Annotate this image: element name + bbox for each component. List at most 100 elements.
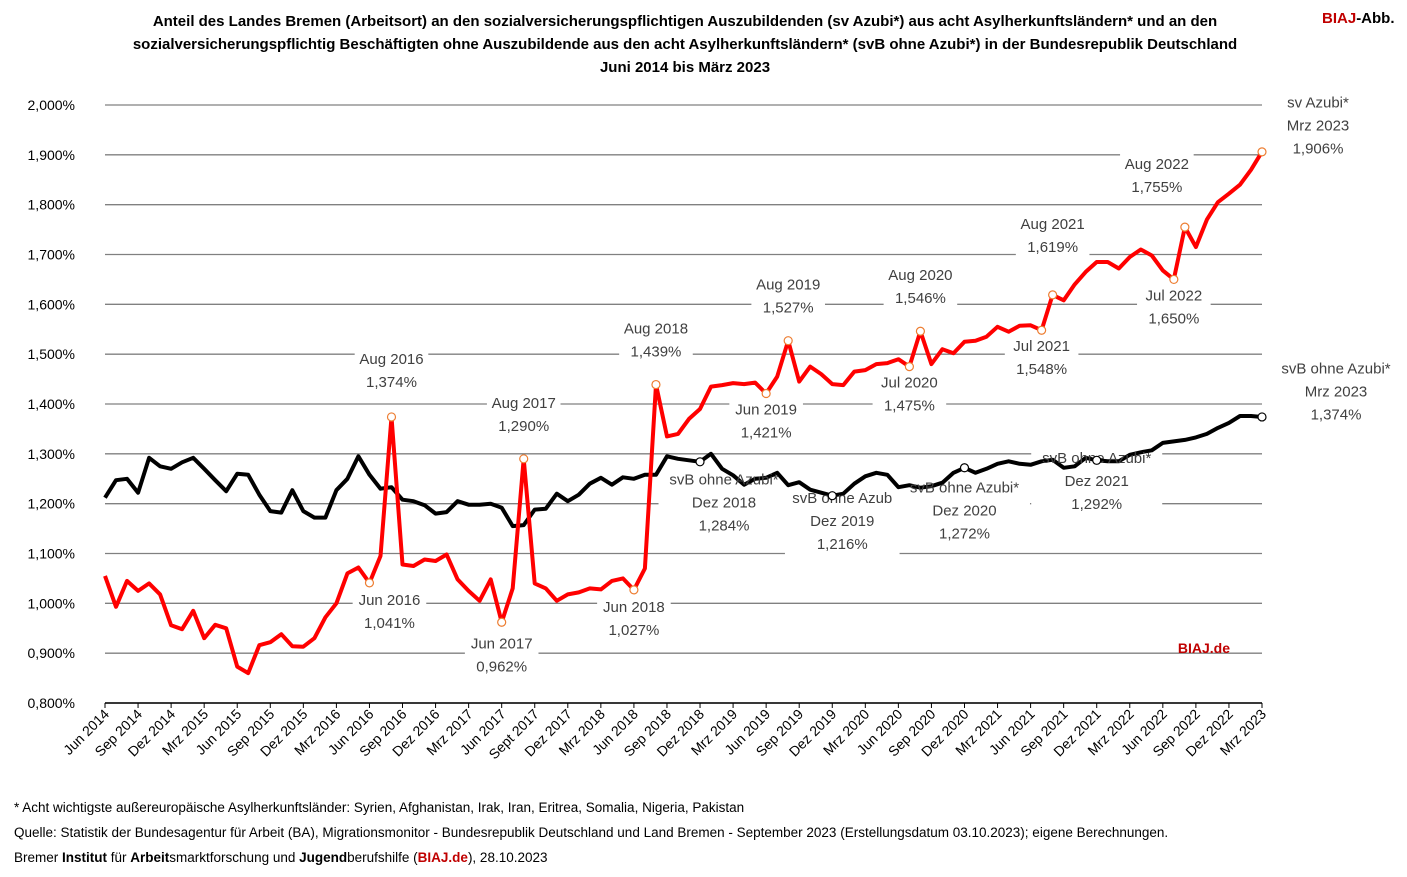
annotation-box (1277, 90, 1359, 160)
data-label: 1,439% (631, 344, 682, 361)
source-note: Quelle: Statistik der Bundesagentur für … (14, 825, 1169, 840)
data-point-marker (1037, 325, 1047, 335)
annotation-box (464, 631, 539, 678)
annotation-box (1015, 211, 1090, 258)
data-point-marker (761, 388, 771, 399)
y-tick-label: 1,600% (28, 296, 75, 312)
chart-title: Anteil des Landes Bremen (Arbeitsort) an… (60, 10, 1310, 79)
data-point-marker (959, 463, 970, 473)
annotation-box (883, 263, 958, 310)
data-point-marker (827, 491, 837, 501)
data-label: Aug 2016 (359, 351, 423, 368)
y-tick-label: 1,300% (28, 446, 75, 462)
y-tick-label: 1,100% (28, 546, 75, 562)
data-label: 1,906% (1293, 140, 1344, 157)
data-label: Jun 2017 (471, 635, 533, 652)
data-label: Jun 2016 (359, 592, 421, 609)
data-label: 1,475% (884, 398, 935, 415)
data-point-marker (651, 379, 661, 390)
data-label: svB ohne Azubi* (1281, 360, 1390, 377)
y-tick-label: 1,000% (28, 595, 75, 611)
data-point-marker (1048, 290, 1058, 300)
series-line-sv-azubi (103, 150, 1264, 676)
data-label: sv Azubi* (1287, 94, 1349, 111)
data-label: Dez 2018 (692, 494, 756, 511)
title-line-1: Anteil des Landes Bremen (Arbeitsort) an… (152, 13, 1218, 30)
data-point-marker (497, 617, 507, 627)
annotation-box (352, 587, 427, 634)
data-label: 1,527% (763, 300, 814, 317)
annotation-box (354, 346, 429, 393)
data-point-marker (1169, 274, 1179, 285)
series-line-svb-ohne-azubi (103, 414, 1263, 529)
annotation-box (784, 486, 900, 556)
data-label: 1,374% (366, 374, 417, 391)
line-chart: 0,800% 0,900% 1,000% 1,100% 1,200% 1,300% 1,40… (27, 90, 1402, 763)
data-point-marker (915, 326, 926, 336)
annotation-box (619, 316, 693, 363)
data-label: Dez 2019 (810, 513, 874, 530)
data-point-marker (783, 336, 793, 346)
data-point-marker (1257, 147, 1267, 157)
data-label: Aug 2017 (492, 395, 556, 412)
data-label: 1,216% (817, 536, 868, 553)
data-point-marker (1257, 412, 1267, 422)
data-label: Jul 2020 (881, 375, 938, 392)
watermark: BIAJ.de (1178, 640, 1230, 656)
data-label: 1,041% (364, 615, 415, 632)
data-label: Jun 2019 (735, 402, 797, 419)
annotation-box (1137, 283, 1211, 330)
data-label: 1,650% (1148, 310, 1199, 327)
data-label: Mrz 2023 (1305, 383, 1368, 400)
annotation-box (1120, 152, 1194, 199)
annotation-box (597, 594, 671, 641)
brand-red: BIAJ (1322, 10, 1357, 27)
y-tick-label: 0,800% (28, 695, 75, 711)
data-label: Dez 2020 (932, 502, 996, 519)
institute-note: Bremer Institut für Arbeitsmarktforschun… (14, 850, 548, 865)
y-tick-label: 0,900% (28, 645, 75, 661)
data-label: Jul 2022 (1145, 287, 1202, 304)
data-label: Mrz 2023 (1287, 117, 1350, 134)
data-label: 1,619% (1027, 239, 1078, 256)
data-label: 1,374% (1311, 406, 1362, 423)
data-point-marker (904, 362, 914, 372)
data-label: 1,421% (741, 425, 792, 442)
footnote: * Acht wichtigste außereuropäische Asylh… (14, 800, 745, 815)
brand-rest: -Abb. (1356, 10, 1395, 27)
y-tick-label: 1,500% (28, 346, 75, 362)
annotation-box (872, 370, 947, 417)
data-point-marker (386, 412, 397, 422)
data-point-marker (1180, 222, 1190, 232)
data-point-marker (519, 454, 529, 464)
data-label: Aug 2018 (624, 321, 688, 338)
annotation-box (1270, 356, 1402, 426)
annotation-box (1004, 334, 1079, 381)
data-label: Aug 2022 (1125, 156, 1189, 173)
data-label: 1,272% (939, 525, 990, 542)
data-point-marker (364, 578, 375, 588)
annotation-box (729, 397, 803, 444)
data-label: 0,962% (476, 658, 527, 675)
data-label: 1,548% (1016, 361, 1067, 378)
data-label: Dez 2021 (1065, 473, 1129, 490)
data-label: 1,755% (1131, 179, 1182, 196)
annotation-box (486, 390, 561, 437)
y-tick-label: 1,900% (28, 147, 75, 163)
y-tick-label: 1,800% (28, 197, 75, 213)
data-label: 1,027% (608, 622, 659, 639)
data-label: 1,546% (895, 290, 946, 307)
data-label: svB ohne Azubi* (910, 479, 1019, 496)
title-line-2: sozialversicherungspflichtig Beschäftigt… (132, 36, 1238, 53)
data-point-marker (695, 457, 705, 467)
y-tick-label: 2,000% (28, 97, 75, 113)
annotation-box (751, 272, 825, 319)
data-label: Aug 2019 (756, 277, 820, 294)
data-label: 1,292% (1071, 496, 1122, 513)
data-label: svB ohne Azubi* (669, 471, 778, 488)
data-label: 1,290% (498, 418, 549, 435)
data-point-marker (1092, 455, 1102, 465)
data-label: svB ohne Azub (792, 490, 892, 507)
data-label: Aug 2021 (1021, 216, 1085, 233)
y-tick-label: 1,200% (28, 496, 75, 512)
